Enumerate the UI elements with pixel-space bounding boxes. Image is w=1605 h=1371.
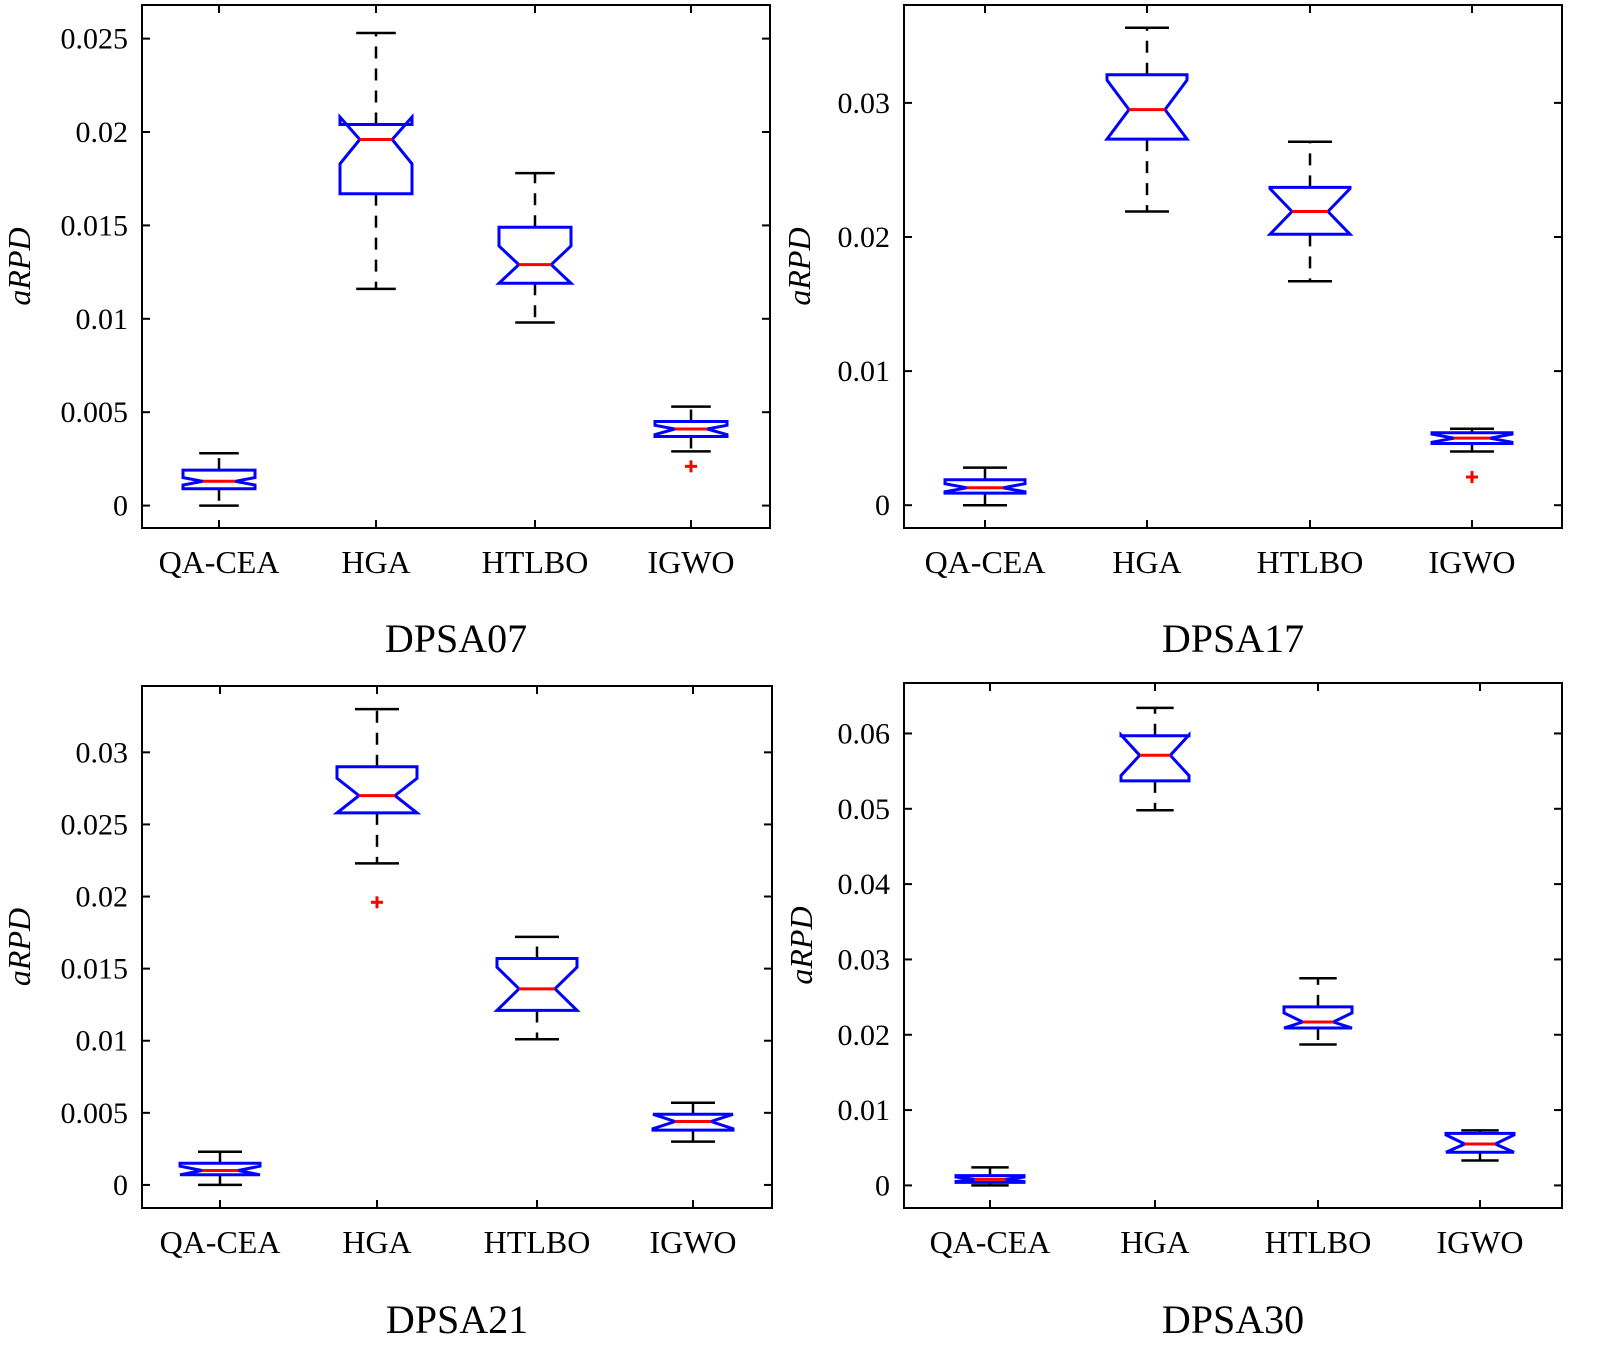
box-qa-cea <box>181 452 257 507</box>
x-category-label: IGWO <box>1436 1224 1523 1260</box>
x-category-label: QA-CEA <box>160 1224 281 1260</box>
notched-box <box>178 1161 262 1177</box>
plot-frame <box>903 682 1563 1209</box>
y-axis-label: aRPD <box>783 906 819 984</box>
box-qa-cea <box>178 1150 262 1187</box>
notched-box <box>1282 1005 1354 1030</box>
y-tick-label: 0.04 <box>838 868 891 901</box>
y-tick-label: 0.02 <box>838 221 891 254</box>
box-htlbo <box>495 171 575 324</box>
chart-panel-dpsa21: 0 0.005 0.01 0.015 0.02 0.025 0.03 QA-CEA HGA HTL… <box>1 685 773 1342</box>
outlier-marker <box>685 460 697 473</box>
notched-box <box>1266 185 1354 236</box>
y-tick-label: 0 <box>113 490 128 523</box>
box-igwo <box>1430 427 1514 484</box>
x-category-label: HTLBO <box>1265 1224 1372 1260</box>
y-axis-label: aRPD <box>1 227 37 305</box>
box-igwo <box>1444 1129 1516 1162</box>
notched-box <box>1444 1131 1516 1154</box>
x-category-label: HTLBO <box>482 544 589 580</box>
y-tick-label: 0.005 <box>61 1097 129 1130</box>
y-tick-label: 0.015 <box>61 953 129 986</box>
notched-box <box>1104 73 1190 141</box>
box-igwo <box>651 1101 735 1143</box>
box-qa-cea <box>954 1166 1026 1187</box>
y-tick-label: 0.06 <box>838 717 891 750</box>
chart-title: DPSA30 <box>1162 1297 1304 1342</box>
notched-box <box>1430 431 1514 445</box>
y-tick-label: 0.05 <box>838 793 891 826</box>
plot-frame <box>141 4 771 529</box>
chart-title: DPSA17 <box>1162 616 1304 661</box>
box-hga <box>332 707 422 909</box>
y-tick-label: 0.005 <box>61 396 129 429</box>
plot-frame <box>141 685 773 1209</box>
chart-panel-dpsa07: 0 0.005 0.01 0.015 0.02 0.025 QA-CEA HGA HTLBO IG… <box>1 4 771 661</box>
x-category-label: HGA <box>1112 544 1181 580</box>
y-tick-label: 0.01 <box>838 1094 891 1127</box>
x-category-label: QA-CEA <box>930 1224 1051 1260</box>
y-tick-label: 0.02 <box>76 881 129 914</box>
box-htlbo <box>1282 977 1354 1046</box>
x-category-label: HTLBO <box>1257 544 1364 580</box>
y-tick-label: 0.03 <box>838 87 891 120</box>
x-category-label: HGA <box>341 544 410 580</box>
x-category-label: IGWO <box>649 1224 736 1260</box>
x-category-label: IGWO <box>647 544 734 580</box>
x-category-label: HTLBO <box>484 1224 591 1260</box>
y-tick-label: 0.01 <box>76 303 129 336</box>
y-tick-label: 0.03 <box>838 943 891 976</box>
chart-title: DPSA07 <box>385 616 527 661</box>
y-tick-label: 0 <box>113 1169 128 1202</box>
notched-box <box>954 1174 1026 1184</box>
y-tick-label: 0.02 <box>76 116 129 149</box>
notched-box <box>653 420 729 438</box>
y-tick-label: 0.01 <box>76 1025 129 1058</box>
y-axis-label: aRPD <box>781 227 817 305</box>
chart-title: DPSA21 <box>386 1297 528 1342</box>
box-qa-cea <box>943 466 1027 507</box>
y-tick-label: 0.02 <box>838 1019 891 1052</box>
plot-frame <box>903 4 1563 529</box>
y-axis-label: aRPD <box>1 908 37 986</box>
box-hga <box>1119 706 1191 812</box>
notched-box <box>493 957 581 1012</box>
chart-panel-dpsa30: 0 0.01 0.02 0.03 0.04 0.05 0.06 QA-CEA HGA HTLBO I… <box>783 682 1563 1342</box>
box-htlbo <box>493 935 581 1041</box>
box-igwo <box>653 405 729 473</box>
notched-box <box>181 468 257 491</box>
x-category-label: IGWO <box>1428 544 1515 580</box>
y-tick-label: 0.015 <box>61 209 129 242</box>
notched-box <box>1119 731 1191 783</box>
x-category-label: QA-CEA <box>925 544 1046 580</box>
notched-box <box>332 765 422 815</box>
x-category-label: QA-CEA <box>159 544 280 580</box>
chart-panel-dpsa17: 0 0.01 0.02 0.03 QA-CEA HGA HTLBO IGWO aRPD DPSA1… <box>781 4 1563 661</box>
notched-box <box>651 1112 735 1132</box>
outlier-marker <box>1466 471 1478 484</box>
box-hga <box>1104 26 1190 213</box>
x-category-label: HGA <box>1120 1224 1189 1260</box>
y-tick-label: 0 <box>875 489 890 522</box>
notched-box <box>495 225 575 285</box>
notched-box <box>943 478 1027 495</box>
box-htlbo <box>1266 140 1354 283</box>
y-tick-label: 0 <box>875 1169 890 1202</box>
x-category-label: HGA <box>342 1224 411 1260</box>
notched-box <box>338 113 414 196</box>
y-tick-label: 0.01 <box>838 355 891 388</box>
y-tick-label: 0.025 <box>61 23 129 56</box>
outlier-marker <box>371 896 383 909</box>
y-tick-label: 0.03 <box>76 736 129 769</box>
box-hga <box>338 31 414 291</box>
y-tick-label: 0.025 <box>61 808 129 841</box>
